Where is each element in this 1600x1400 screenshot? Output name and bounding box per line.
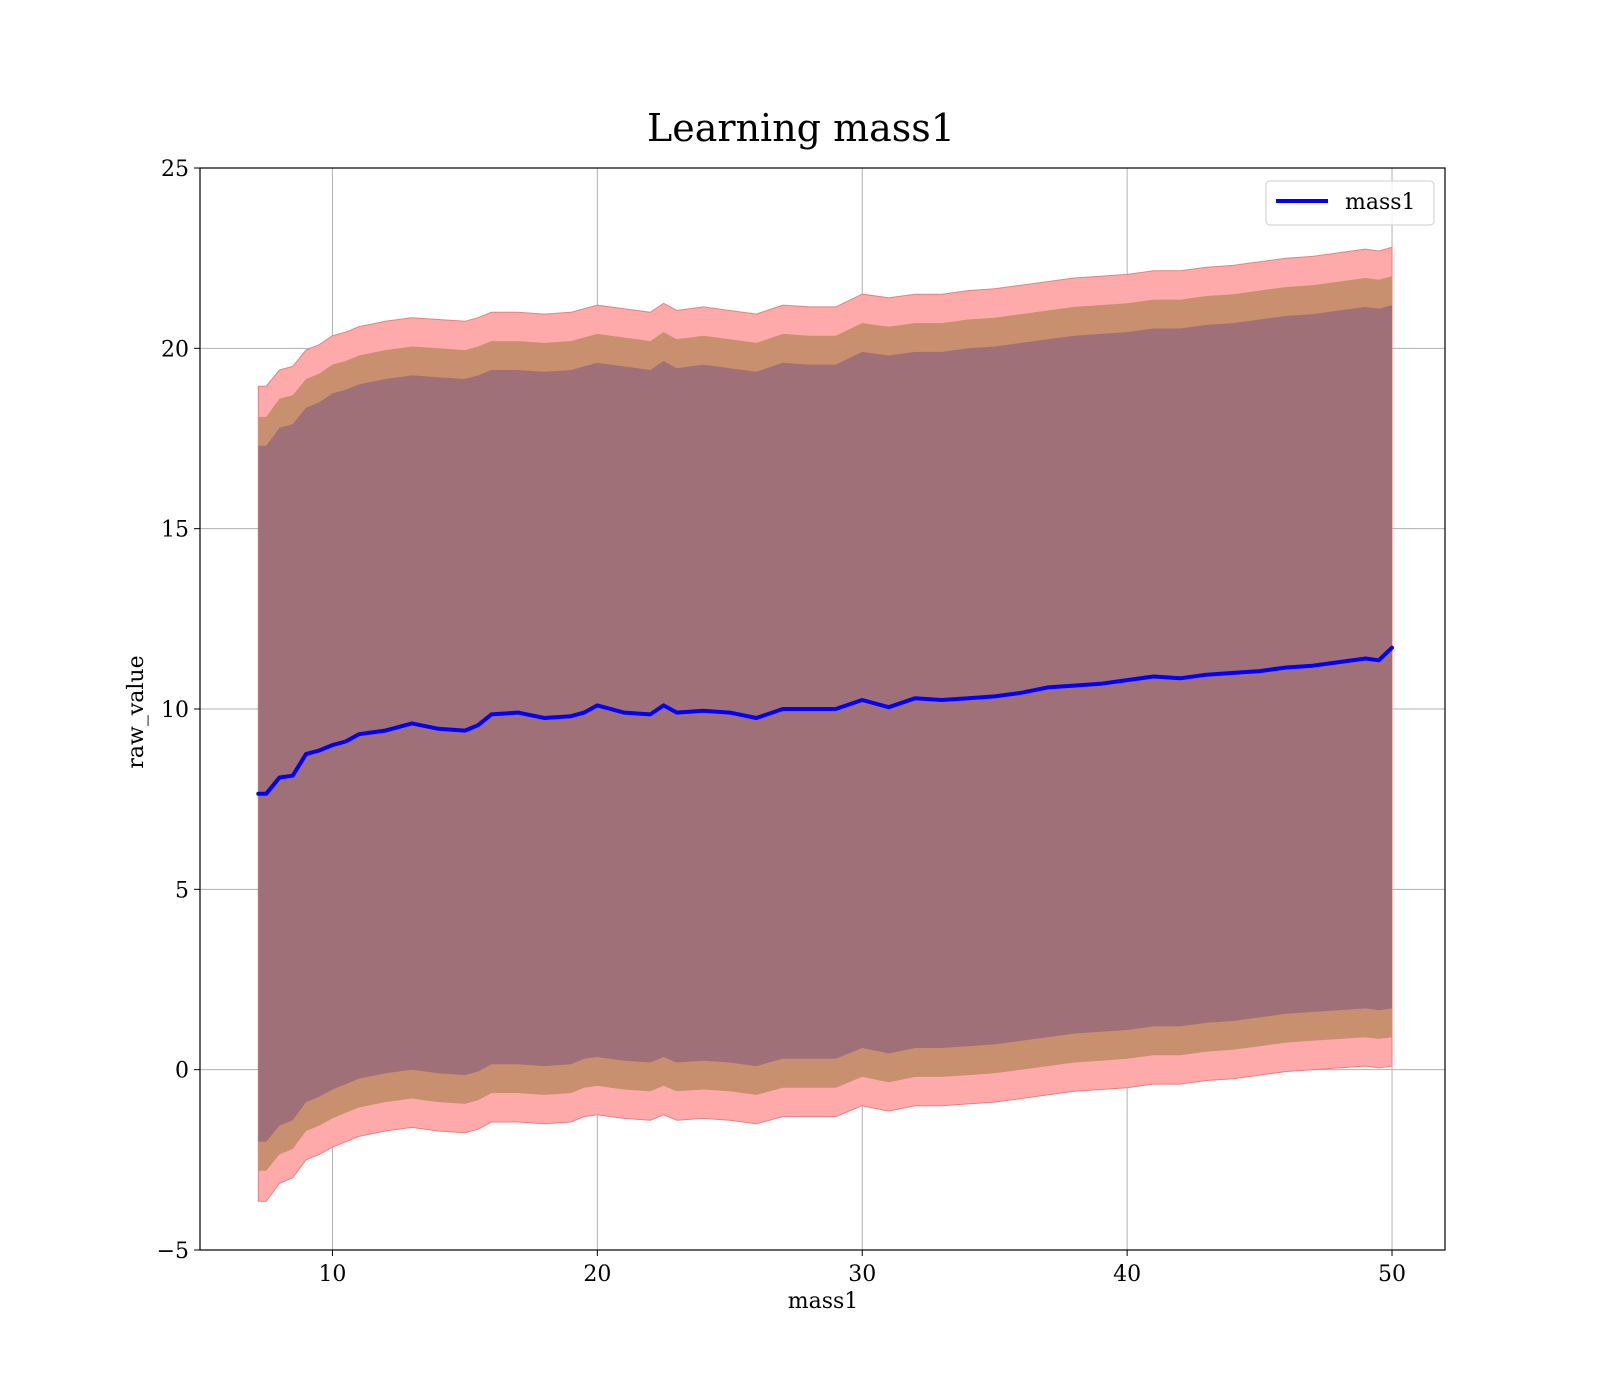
legend-label: mass1 xyxy=(1345,190,1416,215)
x-tick-label: 10 xyxy=(318,1262,346,1287)
x-tick-label: 40 xyxy=(1113,1262,1141,1287)
x-axis-label: mass1 xyxy=(788,1289,859,1314)
x-tick-label: 30 xyxy=(848,1262,876,1287)
series-lines xyxy=(256,645,1394,796)
axis-ticks: 10 20 30 40 50 −5 0 5 10 15 20 25 xyxy=(157,157,1406,1287)
y-axis-label: raw_value xyxy=(124,655,149,768)
y-tick-label: 25 xyxy=(161,157,189,182)
y-tick-label: 0 xyxy=(175,1059,189,1084)
y-tick-label: 15 xyxy=(161,518,189,543)
x-tick-label: 50 xyxy=(1378,1262,1406,1287)
band-1sigma xyxy=(258,305,1392,1142)
y-tick-label: −5 xyxy=(157,1239,189,1264)
y-tick-label: 5 xyxy=(175,878,189,903)
legend-frame xyxy=(1265,180,1435,226)
y-tick-label: 20 xyxy=(161,337,189,362)
confidence-bands xyxy=(257,246,1393,1202)
legend: mass1 xyxy=(1265,180,1435,226)
chart-title: Learning mass1 xyxy=(647,106,955,150)
series-line-mass1 xyxy=(256,645,1394,796)
y-tick-label: 10 xyxy=(161,698,189,723)
x-tick-label: 20 xyxy=(583,1262,611,1287)
